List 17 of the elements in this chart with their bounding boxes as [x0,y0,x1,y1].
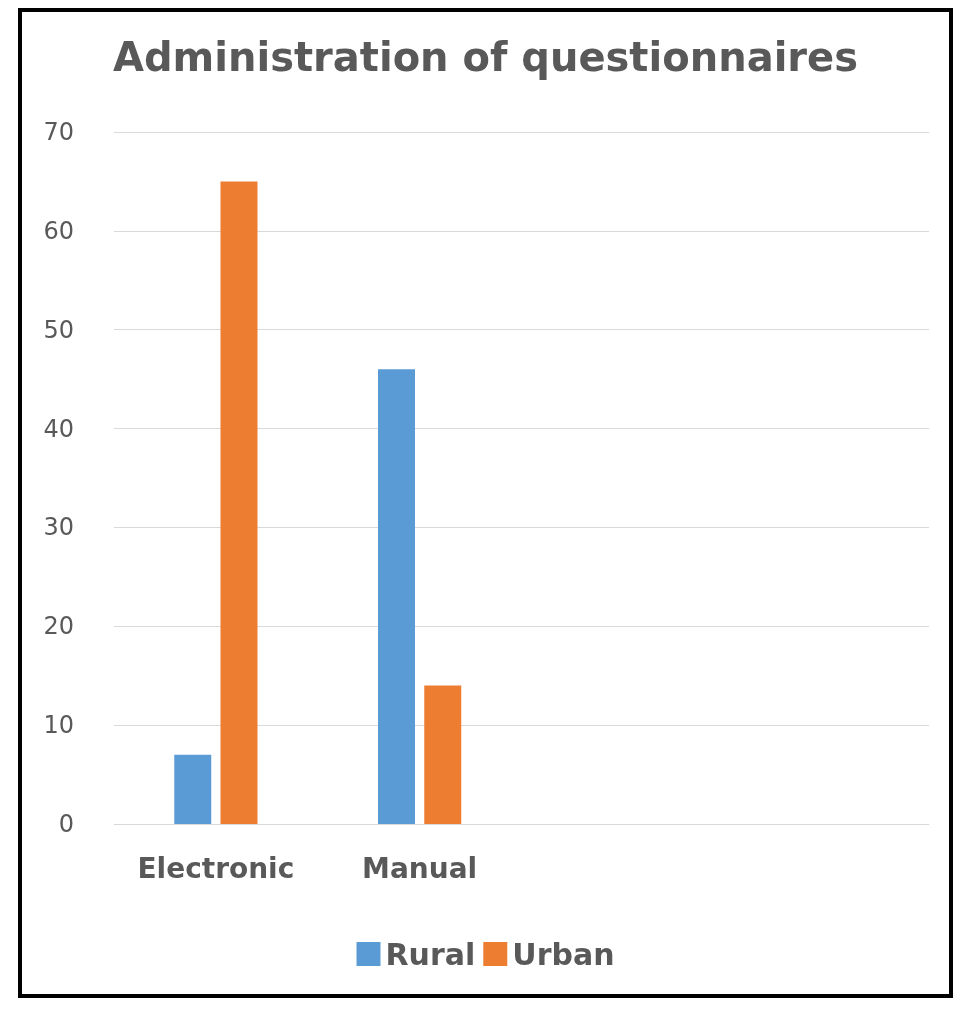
bar [424,685,462,824]
y-tick-label: 10 [43,711,74,740]
legend-label: Rural [385,936,476,972]
y-tick-label: 60 [43,216,74,245]
x-tick-label: Manual [362,851,478,885]
y-tick-label: 30 [43,513,74,542]
bar [378,369,415,824]
bar [174,754,212,824]
legend-label: Urban [512,936,615,972]
chart-title: Administration of questionnaires [112,34,859,80]
x-tick-label: Electronic [137,851,295,885]
y-tick-label: 40 [43,414,74,443]
bar [220,181,258,824]
y-tick-label: 50 [43,315,74,344]
y-tick-label: 0 [58,810,74,838]
y-tick-label: 70 [43,118,74,146]
y-tick-label: 20 [43,612,74,641]
